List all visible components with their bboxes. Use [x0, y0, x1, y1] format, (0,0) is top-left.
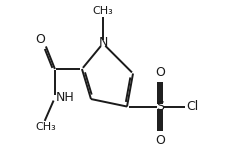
Text: Cl: Cl	[185, 100, 198, 113]
Text: CH₃: CH₃	[35, 122, 56, 132]
Text: CH₃: CH₃	[92, 6, 113, 16]
Text: O: O	[154, 66, 164, 79]
Text: S: S	[155, 100, 163, 113]
Text: O: O	[35, 33, 45, 46]
Text: N: N	[98, 36, 107, 49]
Text: NH: NH	[55, 91, 74, 104]
Text: O: O	[154, 134, 164, 147]
